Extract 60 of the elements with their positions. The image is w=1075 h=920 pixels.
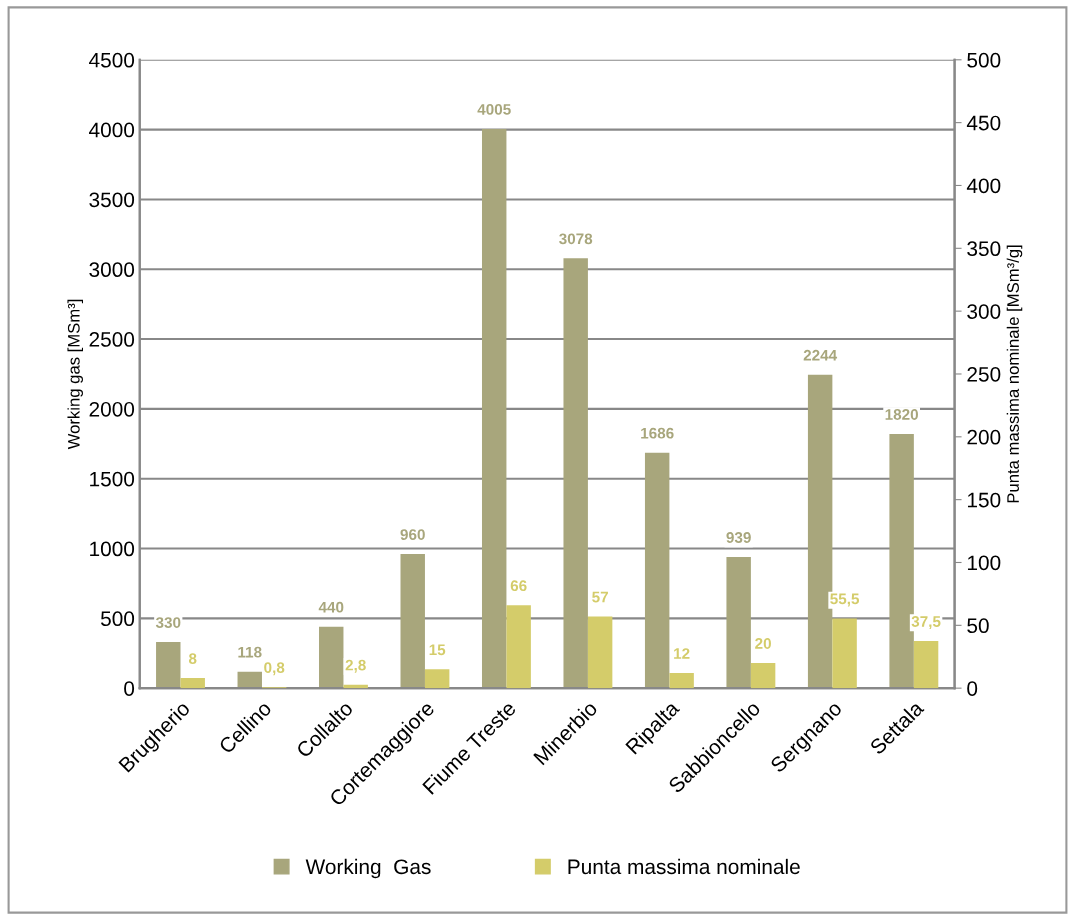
bar xyxy=(644,452,670,689)
data-label: 37,5 xyxy=(911,616,941,630)
y-axis-title: Working gas [MSm³] xyxy=(67,299,83,450)
y-tick-label: 2500 xyxy=(89,332,135,347)
data-label: 2244 xyxy=(803,349,838,361)
data-label: 330 xyxy=(155,617,181,628)
data-label: 12 xyxy=(674,648,690,659)
bar xyxy=(506,605,531,689)
y2-tick-label: 500 xyxy=(967,52,1001,68)
bar xyxy=(319,626,344,689)
bar xyxy=(587,616,613,689)
y2-tick-label: 400 xyxy=(966,178,1001,194)
y-tick-label: 4500 xyxy=(89,52,135,68)
data-label: 440 xyxy=(318,601,344,613)
y-tick-label: 3000 xyxy=(89,262,135,278)
y2-tick-label: 300 xyxy=(967,304,1001,319)
y2-tick-label: 350 xyxy=(967,241,1001,257)
y2-tick-label: 250 xyxy=(967,366,1001,382)
bar xyxy=(400,554,425,689)
bar xyxy=(726,557,751,689)
y-tick-label: 0 xyxy=(124,681,135,696)
legend-label: Working Gas xyxy=(305,858,431,879)
bar xyxy=(424,669,450,689)
y-tick-label: 1500 xyxy=(90,471,135,487)
data-label: 20 xyxy=(755,638,771,649)
data-label: 2,8 xyxy=(345,659,366,673)
data-label: 8 xyxy=(188,653,197,664)
y-tick-label: 1000 xyxy=(90,541,135,557)
y2-tick-label: 150 xyxy=(967,492,1001,508)
data-label: 0,8 xyxy=(264,662,285,676)
y2-tick-label: 200 xyxy=(967,429,1001,445)
y-tick-label: 2000 xyxy=(89,401,135,417)
data-label: 66 xyxy=(510,580,527,592)
data-label: 1820 xyxy=(885,409,918,420)
y2-tick-label: 100 xyxy=(967,555,1001,571)
bar xyxy=(750,663,776,689)
bar xyxy=(563,258,588,689)
bar xyxy=(180,678,205,689)
data-label: 4005 xyxy=(477,103,511,115)
bar xyxy=(669,673,694,689)
y-tick-label: 4000 xyxy=(89,122,135,138)
y2-tick-label: 450 xyxy=(966,115,1001,131)
bar xyxy=(913,641,939,689)
bar xyxy=(481,128,507,689)
data-label: 55,5 xyxy=(830,593,860,607)
bar xyxy=(156,642,181,689)
y2-axis-title: Punta massima nominale [MSm³/g] xyxy=(1006,245,1023,503)
legend-label: Punta massima nominale xyxy=(568,858,800,875)
data-label: 57 xyxy=(592,591,608,603)
y-tick-label: 3500 xyxy=(89,192,135,208)
data-label: 118 xyxy=(238,646,262,658)
data-label: 960 xyxy=(400,529,425,540)
data-label: 15 xyxy=(429,644,446,656)
data-label: 1686 xyxy=(641,427,674,439)
y2-tick-label: 50 xyxy=(967,618,989,634)
y-tick-label: 500 xyxy=(100,611,135,627)
y2-tick-label: 0 xyxy=(967,681,978,696)
data-label: 939 xyxy=(726,532,751,543)
bar xyxy=(832,618,857,689)
data-label: 3078 xyxy=(559,233,593,245)
